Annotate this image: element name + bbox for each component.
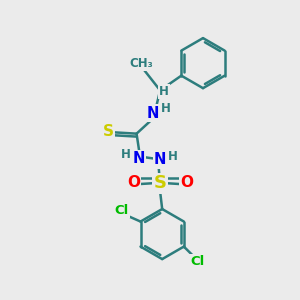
Text: S: S [153,174,166,192]
Text: H: H [161,102,171,116]
Text: S: S [103,124,113,139]
Text: O: O [180,175,193,190]
Text: H: H [121,148,131,161]
Text: Cl: Cl [115,204,129,217]
Text: N: N [132,151,145,166]
Text: N: N [154,152,166,167]
Text: H: H [159,85,169,98]
Text: O: O [127,175,140,190]
Text: H: H [168,150,178,163]
Text: N: N [146,106,159,121]
Text: Cl: Cl [190,255,205,268]
Text: CH₃: CH₃ [130,57,154,70]
